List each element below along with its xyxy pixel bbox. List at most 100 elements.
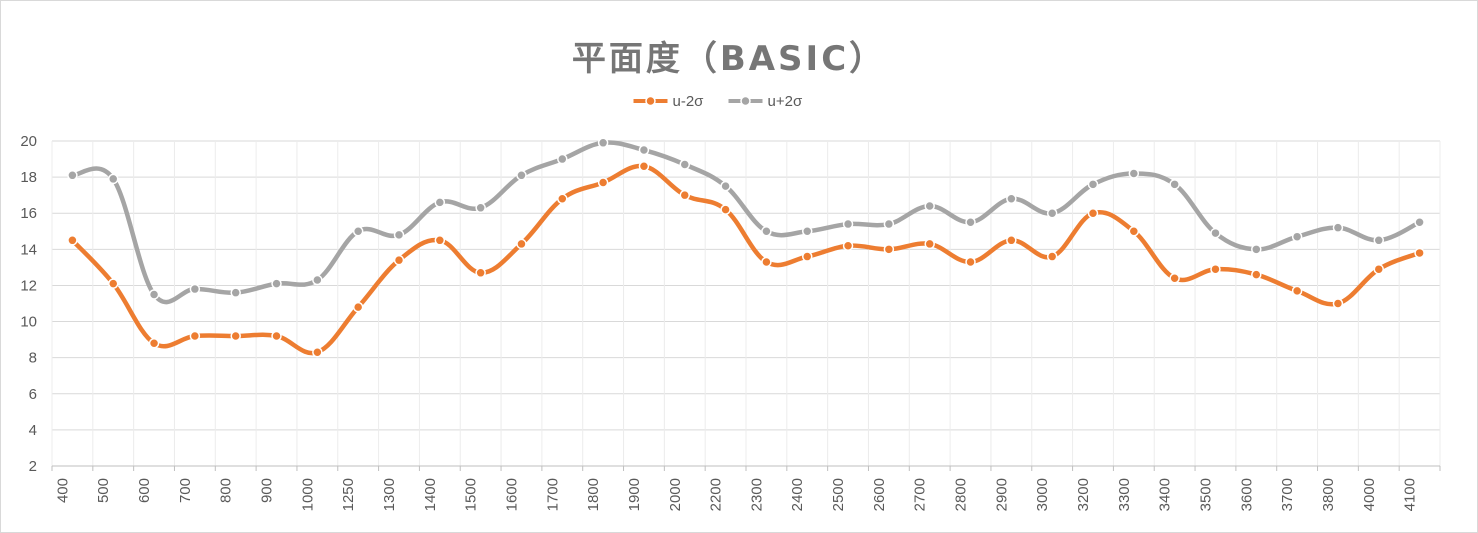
data-point xyxy=(801,226,813,237)
series-layer xyxy=(67,137,1425,358)
x-tick-label: 2700 xyxy=(912,478,929,511)
x-tick-label: 3800 xyxy=(1320,478,1337,511)
data-point xyxy=(1332,298,1344,309)
x-tick-label: 500 xyxy=(95,478,112,503)
data-point xyxy=(312,274,323,286)
gridlines xyxy=(51,140,1441,467)
data-point xyxy=(1128,168,1140,179)
data-point xyxy=(67,170,78,181)
data-point xyxy=(1414,217,1425,228)
x-axis: 400 500 600 700 800 900 1000 1250 1300 1400 1500 16… xyxy=(51,465,1441,511)
data-point xyxy=(393,254,405,266)
x-tick-label: 2800 xyxy=(953,478,970,511)
data-point xyxy=(1046,251,1058,262)
data-point xyxy=(761,256,772,268)
x-tick-label: 2600 xyxy=(871,478,888,511)
legend-label: u-2σ xyxy=(673,93,705,110)
y-tick-label: 14 xyxy=(20,241,37,258)
data-point xyxy=(189,330,201,342)
data-point xyxy=(965,256,976,268)
y-tick-label: 12 xyxy=(20,277,37,294)
data-point xyxy=(107,278,119,289)
legend-swatch-marker xyxy=(645,95,656,107)
data-point xyxy=(1087,179,1099,190)
x-tick-label: 3300 xyxy=(1116,478,1133,511)
data-point xyxy=(1087,207,1099,219)
legend-item-0: u-2σ xyxy=(633,93,705,110)
chart-title: 平面度（BASIC） xyxy=(572,39,886,79)
data-point xyxy=(679,189,691,201)
data-point xyxy=(1414,247,1425,259)
x-tick-label: 1900 xyxy=(626,478,643,511)
x-tick-label: 1300 xyxy=(381,478,398,511)
x-tick-label: 3500 xyxy=(1197,478,1214,511)
data-point xyxy=(271,330,282,342)
data-point xyxy=(1046,207,1058,219)
data-point xyxy=(597,137,609,149)
data-point xyxy=(107,173,119,185)
x-tick-label: 3700 xyxy=(1279,478,1296,511)
data-point xyxy=(352,301,364,313)
x-tick-label: 1000 xyxy=(299,478,316,511)
y-axis: 2 4 6 8 10 12 14 16 18 20 xyxy=(20,133,37,475)
data-point xyxy=(1128,226,1140,237)
x-tick-label: 3400 xyxy=(1157,478,1174,511)
x-tick-label: 900 xyxy=(259,478,276,503)
data-point xyxy=(230,287,241,298)
legend-swatch-marker xyxy=(740,95,751,107)
data-point xyxy=(965,217,976,228)
data-point xyxy=(1332,222,1344,233)
x-tick-label: 3200 xyxy=(1075,478,1092,511)
data-point xyxy=(189,283,201,295)
data-point xyxy=(1169,179,1180,190)
data-point xyxy=(638,144,650,156)
data-point xyxy=(720,180,731,192)
x-tick-label: 1250 xyxy=(340,478,357,511)
x-tick-label: 400 xyxy=(54,478,71,503)
data-point xyxy=(67,235,78,246)
data-point xyxy=(1210,263,1221,275)
y-tick-label: 10 xyxy=(20,314,37,331)
legend-item-1: u+2σ xyxy=(728,93,803,110)
data-point xyxy=(720,204,731,215)
data-point xyxy=(842,218,854,230)
data-point xyxy=(434,235,446,246)
data-point xyxy=(924,238,935,250)
y-tick-label: 2 xyxy=(29,458,37,475)
data-point xyxy=(271,278,282,289)
x-tick-label: 3000 xyxy=(1034,478,1051,511)
data-point xyxy=(352,226,364,237)
y-tick-label: 4 xyxy=(29,422,37,439)
data-point xyxy=(638,161,650,172)
chart-legend: u-2σ u+2σ xyxy=(633,93,803,110)
data-point xyxy=(557,193,568,205)
data-point xyxy=(801,251,813,262)
data-point xyxy=(1006,235,1017,246)
data-point xyxy=(230,330,241,342)
data-point xyxy=(924,200,935,212)
x-tick-label: 3600 xyxy=(1238,478,1255,511)
data-point xyxy=(1251,244,1262,255)
data-point xyxy=(557,153,568,165)
series-line-0 xyxy=(70,163,1422,356)
x-tick-label: 1600 xyxy=(503,478,520,511)
x-tick-label: 4000 xyxy=(1361,478,1378,511)
x-tick-label: 2300 xyxy=(748,478,765,511)
data-point xyxy=(475,267,486,279)
data-point xyxy=(1291,285,1303,297)
data-point xyxy=(842,240,854,251)
data-point xyxy=(1210,227,1221,239)
series-0 xyxy=(67,161,1425,358)
data-point xyxy=(1373,235,1385,246)
data-point xyxy=(1291,231,1303,242)
data-point xyxy=(434,197,446,208)
data-point xyxy=(1006,193,1017,205)
y-tick-label: 8 xyxy=(29,350,37,367)
y-tick-label: 6 xyxy=(29,386,37,403)
data-point xyxy=(475,202,486,214)
x-tick-label: 1500 xyxy=(463,478,480,511)
x-tick-label: 1700 xyxy=(544,478,561,511)
data-point xyxy=(883,244,895,255)
x-tick-label: 4100 xyxy=(1402,478,1419,511)
